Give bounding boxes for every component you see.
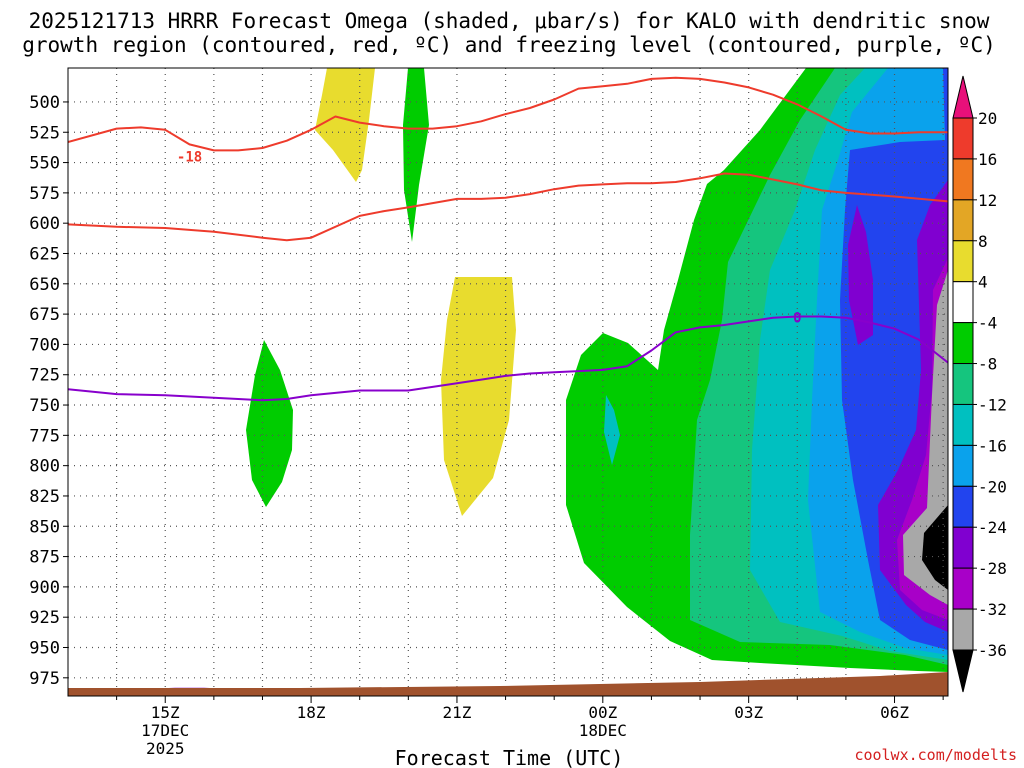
y-tick-label: 750 <box>29 396 60 416</box>
y-tick-label: 825 <box>29 487 60 507</box>
x-tick-date-label: 17DEC <box>141 721 189 740</box>
omega-colorbar: 20 16 12 8 4 -4 -8 -12 -16 -20 -24 -28 -32 -36 <box>952 75 1007 693</box>
omega-negative-region <box>922 505 948 590</box>
colorbar-swatch <box>952 485 974 528</box>
colorbar-label: -4 <box>978 314 997 333</box>
contour-label: 0 <box>793 311 801 327</box>
colorbar-label: -28 <box>978 559 1007 578</box>
omega-shading <box>246 68 948 672</box>
terrain-surface <box>68 672 948 696</box>
y-tick-label: 875 <box>29 548 60 568</box>
y-tick-label: 975 <box>29 669 60 689</box>
colorbar-label: -16 <box>978 436 1007 455</box>
colorbar-label: -24 <box>978 518 1007 537</box>
omega-negative-region <box>403 68 429 242</box>
colorbar-label: -20 <box>978 477 1007 496</box>
omega-positive-region <box>315 68 375 182</box>
y-tick-label: 525 <box>29 123 60 143</box>
chart-title-line2: growth region (contoured, red, ºC) and f… <box>22 33 996 57</box>
colorbar-swatch <box>952 608 974 651</box>
y-tick-label: 650 <box>29 275 60 295</box>
colorbar-swatch <box>952 403 974 446</box>
x-tick-label: 15Z <box>151 703 180 722</box>
colorbar-label: 12 <box>978 191 997 210</box>
y-tick-label: 625 <box>29 244 60 264</box>
colorbar-swatch <box>952 444 974 487</box>
colorbar-label: -36 <box>978 641 1007 660</box>
terrain-fill <box>68 672 948 696</box>
site-credit: coolwx.com/modelts <box>854 746 1017 764</box>
colorbar-swatch <box>952 199 974 242</box>
colorbar-label: -8 <box>978 355 997 374</box>
chart-title-line1: 2025121713 HRRR Forecast Omega (shaded, … <box>29 9 990 33</box>
y-tick-label: 800 <box>29 457 60 477</box>
colorbar-cap-bottom <box>952 649 974 693</box>
colorbar-swatch <box>952 322 974 365</box>
y-tick-label: 700 <box>29 335 60 355</box>
y-tick-label: 500 <box>29 93 60 113</box>
colorbar-label: 20 <box>978 109 997 128</box>
x-axis-label: Forecast Time (UTC) <box>395 746 624 768</box>
colorbar-swatch <box>952 526 974 569</box>
omega-negative-region <box>246 340 293 507</box>
y-tick-label: 600 <box>29 214 60 234</box>
x-tick-label: 03Z <box>734 703 763 722</box>
x-tick-date-label: 18DEC <box>579 721 627 740</box>
y-tick-label: 725 <box>29 366 60 386</box>
y-tick-label: 925 <box>29 608 60 628</box>
y-tick-label: 775 <box>29 426 60 446</box>
y-tick-label: 950 <box>29 639 60 659</box>
colorbar-label: 8 <box>978 232 988 251</box>
colorbar-swatch <box>952 117 974 160</box>
colorbar-label: 4 <box>978 273 988 292</box>
x-tick-label: 18Z <box>297 703 326 722</box>
colorbar-swatch <box>952 281 974 324</box>
colorbar-swatch <box>952 158 974 201</box>
colorbar-cap-top <box>952 75 974 119</box>
y-tick-label: 575 <box>29 184 60 204</box>
y-tick-label: 550 <box>29 154 60 174</box>
contour-line <box>68 315 948 402</box>
colorbar-label: -12 <box>978 395 1007 414</box>
y-tick-label: 900 <box>29 578 60 598</box>
colorbar-label: 16 <box>978 150 997 169</box>
colorbar-label: -32 <box>978 600 1007 619</box>
colorbar-swatch <box>952 240 974 283</box>
colorbar-swatch <box>952 567 974 610</box>
contour-line <box>68 172 948 242</box>
y-tick-label: 850 <box>29 517 60 537</box>
pressure-axis: 500 525 550 575 600 625 650 675 700 725 750 775 800 8… <box>29 93 68 689</box>
x-tick-label: 06Z <box>880 703 909 722</box>
x-tick-label: 21Z <box>442 703 471 722</box>
omega-negative-region <box>848 205 873 345</box>
x-tick-year-label: 2025 <box>146 739 185 758</box>
x-tick-label: 00Z <box>588 703 617 722</box>
contour-line <box>68 76 948 152</box>
y-tick-label: 675 <box>29 305 60 325</box>
colorbar-swatch <box>952 363 974 405</box>
contour-label: -18 <box>177 150 202 166</box>
omega-negative-region <box>604 395 620 465</box>
plot-frame <box>67 67 949 697</box>
omega-positive-region <box>441 277 516 516</box>
